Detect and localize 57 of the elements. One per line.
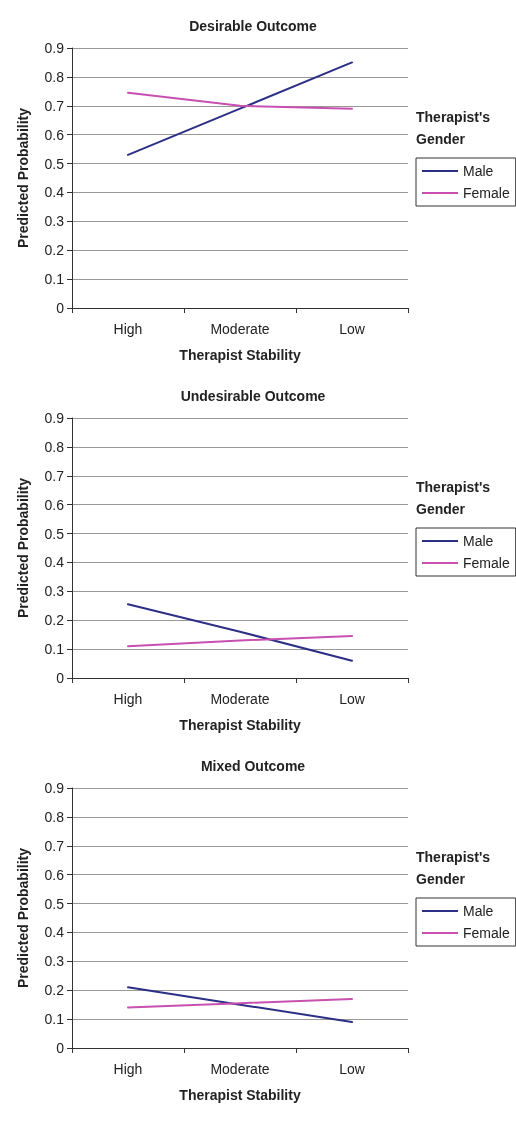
y-tick-label: 0.8 <box>44 68 65 85</box>
y-tick-label: 0.9 <box>44 780 65 796</box>
legend-title: Therapist's Gender <box>416 479 495 517</box>
y-tick-label: 0.1 <box>44 641 65 658</box>
y-axis-title: Predicted Probability <box>15 477 31 619</box>
x-tick-label: Low <box>339 691 366 707</box>
legend-label: Male <box>463 903 494 919</box>
y-tick-label: 0.6 <box>44 496 65 513</box>
y-axis-title: Predicted Probability <box>15 847 31 989</box>
y-tick-label: 0.4 <box>44 924 65 941</box>
y-tick-label: 0.9 <box>44 40 65 56</box>
y-tick-label: 0.4 <box>44 554 65 571</box>
y-tick-label: 0.1 <box>44 1011 65 1028</box>
y-tick-label: 0.8 <box>44 808 65 825</box>
y-tick-label: 0.7 <box>44 837 65 854</box>
legend-label: Female <box>463 185 510 201</box>
x-axis-title: Therapist Stability <box>179 717 301 733</box>
legend-label: Female <box>463 925 510 941</box>
legend-label: Male <box>463 533 494 549</box>
y-tick-label: 0.5 <box>44 525 65 542</box>
y-tick-label: 0.3 <box>44 583 65 600</box>
y-tick-label: 0 <box>56 1040 65 1056</box>
y-tick-label: 0.2 <box>44 612 65 629</box>
legend-title: Therapist's Gender <box>416 109 495 147</box>
y-tick-label: 0.5 <box>44 895 65 912</box>
x-axis-title: Therapist Stability <box>179 347 301 363</box>
y-tick-label: 0.3 <box>44 953 65 970</box>
y-tick-label: 0.9 <box>44 410 65 426</box>
x-tick-label: Moderate <box>210 1061 270 1077</box>
y-tick-label: 0.3 <box>44 213 65 230</box>
legend-title: Therapist's Gender <box>416 849 495 887</box>
legend-label: Female <box>463 555 510 571</box>
chart-title: Desirable Outcome <box>189 18 318 34</box>
x-axis-title: Therapist Stability <box>179 1087 301 1103</box>
y-tick-label: 0.7 <box>44 97 65 114</box>
y-tick-label: 0.2 <box>44 242 65 259</box>
y-tick-label: 0.2 <box>44 982 65 999</box>
x-tick-label: Moderate <box>210 321 270 337</box>
y-tick-label: 0.1 <box>44 271 65 288</box>
y-tick-label: 0 <box>56 300 65 316</box>
y-tick-label: 0.7 <box>44 467 65 484</box>
x-tick-label: High <box>113 691 143 707</box>
legend-label: Male <box>463 163 494 179</box>
y-tick-label: 0.5 <box>44 155 65 172</box>
x-tick-label: High <box>113 1061 143 1077</box>
y-tick-label: 0.6 <box>44 866 65 883</box>
x-tick-label: High <box>113 321 143 337</box>
chart-title: Undesirable Outcome <box>180 388 326 404</box>
y-tick-label: 0.8 <box>44 438 65 455</box>
x-tick-label: Low <box>339 1061 366 1077</box>
x-tick-label: Moderate <box>210 691 270 707</box>
chart-title: Mixed Outcome <box>200 758 306 774</box>
x-tick-label: Low <box>339 321 366 337</box>
y-tick-label: 0.6 <box>44 126 65 143</box>
y-axis-title: Predicted Probability <box>15 107 31 249</box>
y-tick-label: 0.4 <box>44 184 65 201</box>
y-tick-label: 0 <box>56 670 65 686</box>
